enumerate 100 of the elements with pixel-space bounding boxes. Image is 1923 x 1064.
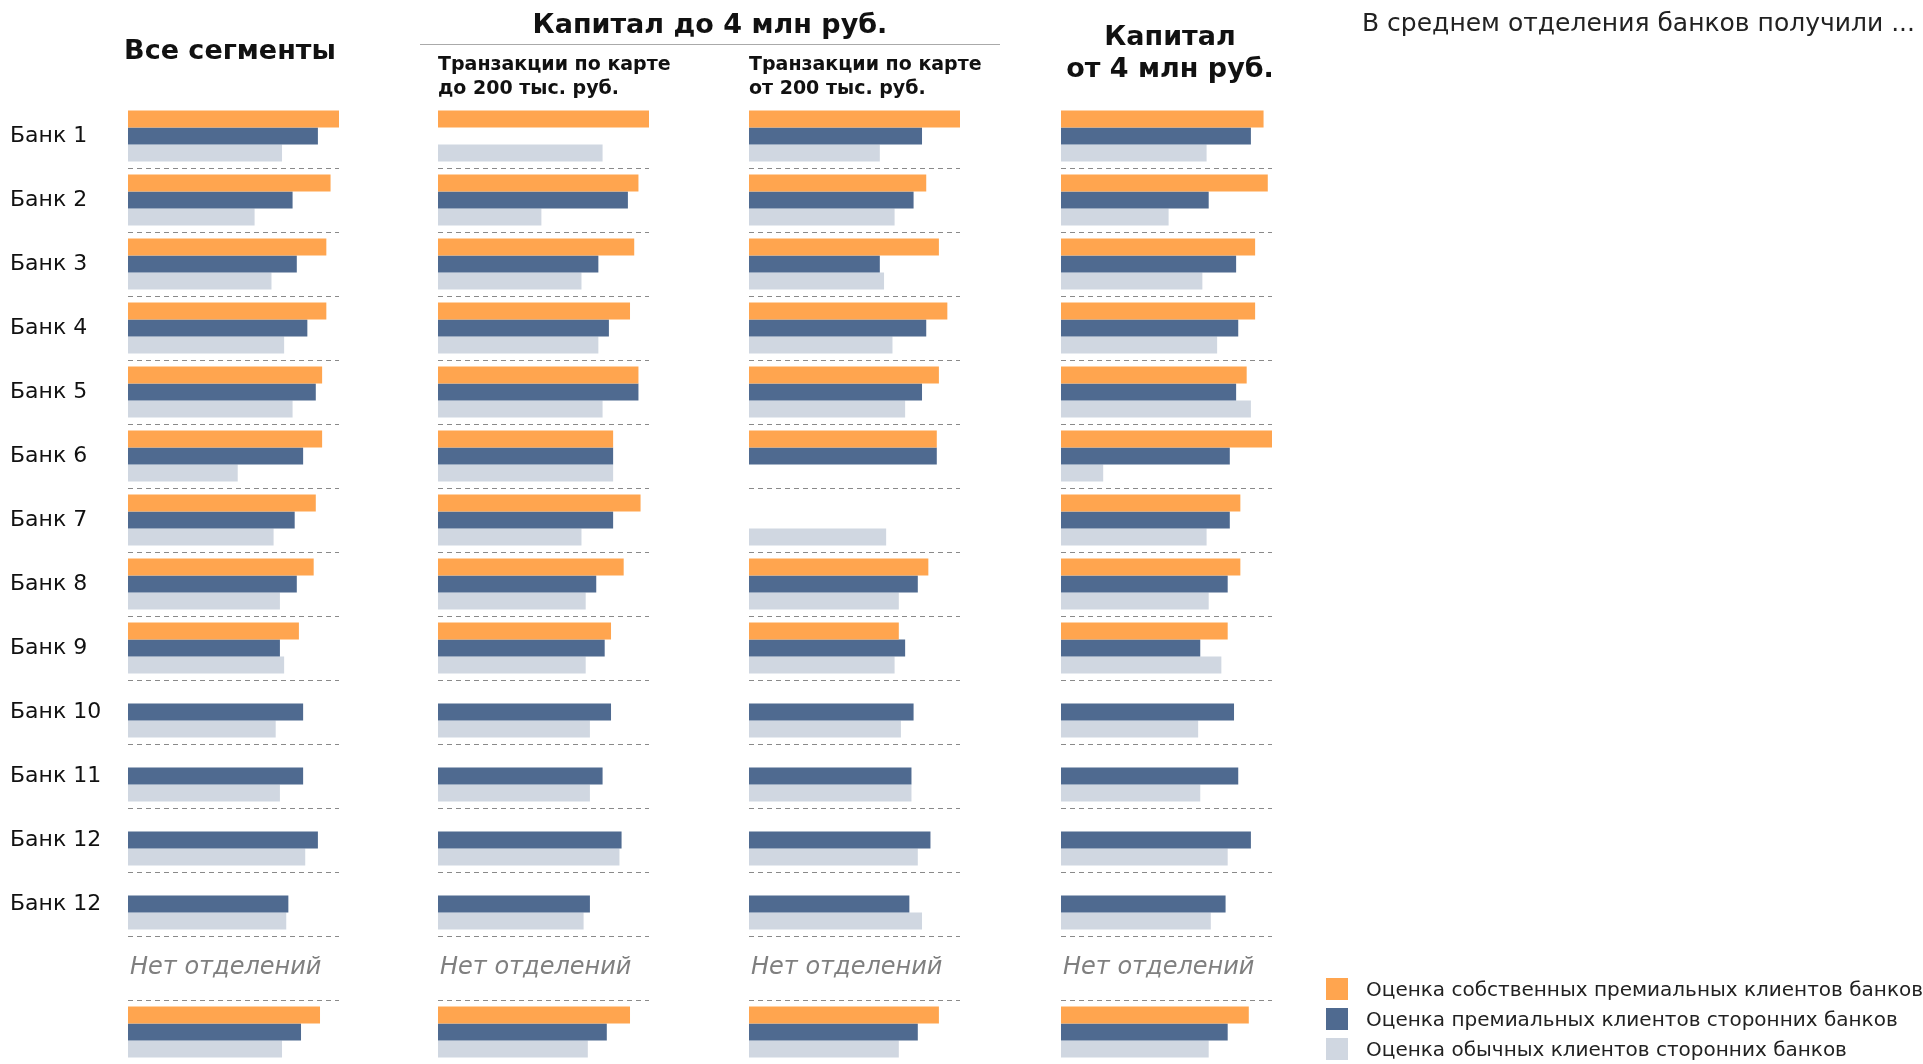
bar <box>128 302 327 320</box>
bar <box>438 831 622 849</box>
y-tick-label: Банк 8 <box>10 569 88 595</box>
bar <box>749 208 895 226</box>
bar <box>1061 575 1228 593</box>
bar <box>128 1006 321 1024</box>
legend-label: Оценка собственных премиальных клиентов банков <box>1366 977 1923 1001</box>
y-tick-label: Банк 12 <box>10 825 102 851</box>
bar <box>128 511 295 529</box>
bar <box>1061 1006 1249 1024</box>
bar <box>438 366 639 384</box>
bar <box>128 639 280 657</box>
bar <box>438 144 603 162</box>
bar <box>1061 639 1201 657</box>
bar <box>128 208 255 226</box>
bar <box>749 127 923 145</box>
bar <box>1061 703 1235 721</box>
bar <box>438 400 603 418</box>
bar <box>1061 366 1247 384</box>
bar <box>128 720 276 738</box>
bar <box>438 494 641 512</box>
bar <box>749 366 939 384</box>
y-tick-label: Банк 7 <box>10 505 88 531</box>
bar <box>749 703 914 721</box>
bar <box>438 302 631 320</box>
y-tick-label: Банк 4 <box>10 313 88 339</box>
bar <box>1061 272 1203 290</box>
bar <box>438 511 614 529</box>
y-tick-label: Банк 12 <box>10 889 102 915</box>
bar <box>1061 383 1237 401</box>
legend-label: Оценка премиальных клиентов сторонних банков <box>1366 1007 1898 1031</box>
bar <box>749 272 885 290</box>
legend-label: Оценка обычных клиентов сторонних банков <box>1366 1037 1847 1061</box>
bar <box>128 703 304 721</box>
bar <box>749 238 939 256</box>
bar <box>438 238 635 256</box>
bar <box>128 831 318 849</box>
bar <box>438 208 542 226</box>
bar <box>749 720 901 738</box>
bar <box>438 1040 588 1058</box>
bar <box>438 767 603 785</box>
bar <box>749 144 880 162</box>
bar <box>749 528 887 546</box>
bar <box>438 720 590 738</box>
bar <box>1061 447 1230 465</box>
bar <box>438 558 624 576</box>
bar <box>749 336 893 354</box>
bar <box>438 912 584 930</box>
bar <box>128 174 331 192</box>
bar <box>438 895 590 913</box>
bar <box>1061 511 1230 529</box>
bar <box>128 191 293 209</box>
bar <box>749 656 895 674</box>
bar <box>1061 144 1207 162</box>
chart-title: Все сегменты <box>123 34 337 67</box>
annotation: Нет отделений <box>751 952 943 981</box>
bar <box>128 1023 302 1041</box>
y-tick-label: Банк 11 <box>10 761 102 787</box>
bar <box>438 656 586 674</box>
bar <box>128 656 285 674</box>
bar <box>1061 208 1169 226</box>
bar <box>1061 430 1272 448</box>
bar <box>438 383 639 401</box>
bar <box>438 528 582 546</box>
bar <box>749 558 929 576</box>
bar <box>128 400 293 418</box>
bar <box>749 383 923 401</box>
bar <box>1061 400 1251 418</box>
bar <box>749 1040 899 1058</box>
bar <box>1061 912 1211 930</box>
bar <box>438 174 639 192</box>
bar <box>128 447 304 465</box>
bar <box>1061 848 1228 866</box>
bar <box>438 848 620 866</box>
annotation: Нет отделений <box>1063 952 1255 981</box>
bar <box>749 912 923 930</box>
bar <box>1061 720 1199 738</box>
bar <box>128 767 304 785</box>
bar <box>1061 238 1256 256</box>
bar <box>128 366 323 384</box>
bar <box>438 255 599 273</box>
chart-subtitle: Транзакции по карте от 200 тыс. руб. <box>749 52 982 100</box>
bar <box>438 592 586 610</box>
bar <box>128 464 238 482</box>
bar <box>128 238 327 256</box>
bar <box>438 784 590 802</box>
bar <box>1061 656 1222 674</box>
text: Капитал до 4 млн руб. <box>420 8 1000 46</box>
bar <box>128 895 289 913</box>
bar <box>749 848 918 866</box>
annotation: Нет отделений <box>130 952 322 981</box>
bar <box>128 319 308 337</box>
bar <box>128 272 272 290</box>
y-tick-label: Банк 1 <box>10 121 88 147</box>
bar <box>438 622 612 640</box>
y-tick-label: Банк 2 <box>10 185 88 211</box>
bar <box>749 430 937 448</box>
bar <box>438 430 614 448</box>
bar <box>438 272 582 290</box>
bar <box>749 400 906 418</box>
